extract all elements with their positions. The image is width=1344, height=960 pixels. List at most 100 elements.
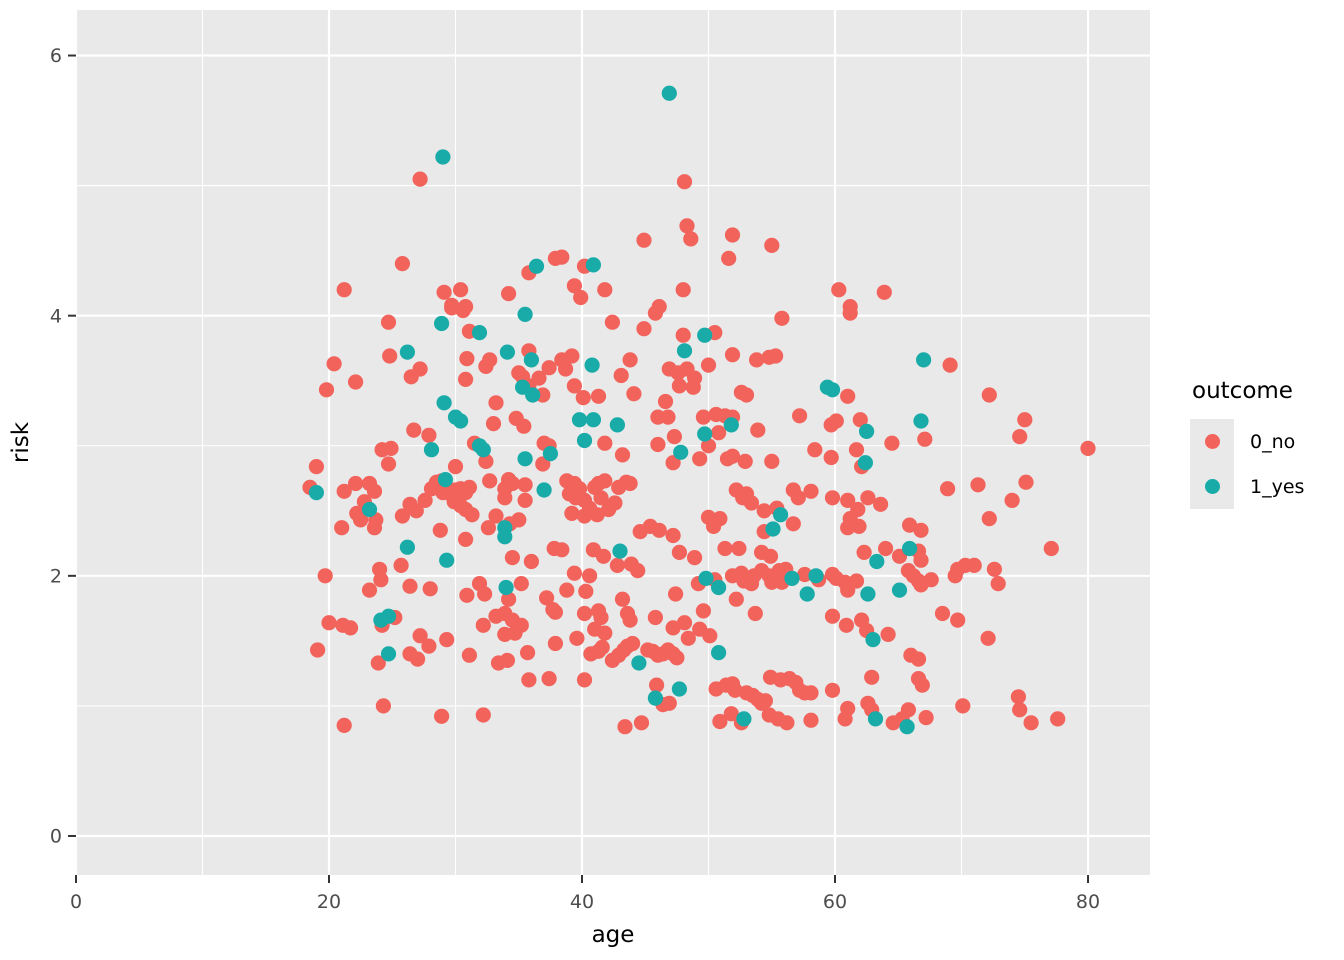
data-point	[700, 357, 717, 373]
data-point	[461, 647, 477, 663]
data-point	[523, 352, 540, 368]
data-point	[421, 427, 437, 443]
data-point	[566, 378, 583, 394]
x-tick-label: 60	[823, 891, 847, 913]
data-point	[336, 717, 352, 734]
legend-item-1-yes[interactable]: 1_yes	[1190, 464, 1304, 509]
axis-tick-marks	[68, 54, 1090, 883]
data-point	[647, 609, 664, 626]
data-point	[878, 540, 894, 557]
data-point	[497, 490, 513, 506]
data-point	[698, 570, 714, 587]
data-point	[571, 412, 588, 428]
data-point	[803, 712, 819, 728]
data-point	[475, 442, 491, 458]
data-point	[373, 572, 389, 588]
legend-key-box	[1190, 464, 1234, 509]
data-point	[757, 693, 774, 709]
data-point	[604, 314, 621, 330]
data-point	[612, 543, 628, 559]
data-point	[507, 625, 523, 641]
data-point	[661, 695, 677, 711]
data-point	[711, 579, 727, 596]
data-point	[807, 442, 823, 458]
data-point	[673, 444, 689, 460]
data-point	[899, 719, 915, 735]
data-point	[564, 505, 580, 521]
legend-item-0-no[interactable]: 0_no	[1190, 419, 1304, 464]
data-point	[517, 306, 533, 322]
data-point	[647, 690, 664, 706]
data-point	[517, 451, 533, 467]
data-point	[990, 576, 1006, 592]
data-point	[453, 282, 469, 298]
data-point	[914, 677, 930, 693]
data-point	[867, 711, 884, 727]
data-point	[499, 652, 515, 669]
data-point	[361, 582, 378, 598]
data-point	[902, 540, 918, 557]
data-point	[622, 475, 638, 492]
data-point	[1043, 540, 1059, 557]
data-point	[876, 284, 892, 300]
legend-label: 0_no	[1250, 430, 1296, 453]
data-point	[559, 582, 575, 598]
data-point	[880, 626, 896, 643]
data-point	[375, 698, 391, 714]
data-point	[676, 615, 693, 631]
data-point	[731, 540, 747, 557]
data-point	[865, 632, 881, 648]
data-point	[774, 310, 790, 326]
data-point	[406, 422, 422, 438]
data-point	[697, 426, 713, 442]
data-point	[737, 453, 753, 469]
data-point	[366, 483, 383, 499]
data-point	[504, 550, 520, 566]
data-point	[447, 459, 464, 475]
data-point	[455, 302, 471, 319]
data-point	[326, 356, 342, 372]
data-point	[727, 682, 743, 698]
data-point	[824, 382, 841, 398]
data-point	[864, 669, 880, 685]
data-point	[756, 503, 772, 519]
data-point	[665, 527, 681, 544]
data-point	[711, 425, 727, 441]
data-point	[531, 370, 547, 386]
y-tick-label: 4	[50, 305, 62, 327]
data-point	[702, 628, 718, 644]
data-point	[950, 612, 966, 628]
data-point	[614, 591, 631, 607]
data-point	[630, 563, 646, 579]
data-point	[852, 412, 868, 428]
data-point	[916, 352, 932, 368]
data-point	[622, 352, 638, 368]
data-point	[869, 553, 885, 570]
data-point	[1012, 702, 1028, 718]
data-point	[458, 531, 474, 548]
data-point	[525, 387, 541, 403]
data-point	[380, 608, 397, 624]
data-point	[437, 472, 453, 488]
data-point	[410, 651, 426, 667]
data-point	[647, 305, 664, 321]
data-point	[736, 711, 752, 727]
data-point	[554, 542, 570, 558]
data-point	[597, 282, 613, 298]
data-point	[308, 485, 324, 501]
data-point	[913, 522, 929, 538]
axis-tick-labels: 0 20 40 60 80 0 2 4 6	[50, 45, 1100, 913]
data-point	[1017, 412, 1033, 428]
data-point	[650, 436, 666, 453]
data-point	[679, 218, 695, 234]
data-point	[1050, 711, 1066, 727]
data-point	[593, 609, 609, 626]
data-point	[768, 348, 784, 364]
data-point	[317, 568, 333, 584]
data-point	[913, 552, 929, 568]
data-point	[764, 237, 780, 253]
y-axis-title: risk	[8, 421, 34, 463]
data-point	[576, 605, 593, 622]
data-point	[480, 520, 496, 536]
